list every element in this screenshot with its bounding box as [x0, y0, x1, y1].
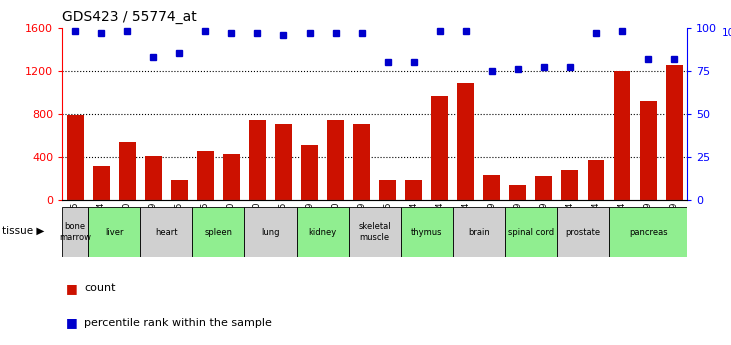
Bar	[197, 150, 214, 200]
Text: kidney: kidney	[308, 227, 337, 237]
Bar	[67, 115, 83, 200]
Bar	[223, 154, 240, 200]
Bar	[118, 142, 136, 200]
Bar	[349, 207, 401, 257]
Bar	[275, 124, 292, 200]
Bar	[353, 124, 370, 200]
Text: spleen: spleen	[205, 227, 232, 237]
Bar	[557, 207, 609, 257]
Text: pancreas: pancreas	[629, 227, 667, 237]
Text: thymus: thymus	[411, 227, 442, 237]
Text: ■: ■	[66, 282, 77, 295]
Bar	[666, 65, 683, 200]
Bar	[93, 166, 110, 200]
Bar	[327, 120, 344, 200]
Text: prostate: prostate	[565, 227, 601, 237]
Text: spinal cord: spinal cord	[508, 227, 554, 237]
Bar	[88, 207, 140, 257]
Bar	[588, 160, 605, 200]
Bar	[140, 207, 192, 257]
Bar	[244, 207, 297, 257]
Bar	[613, 71, 631, 200]
Bar	[431, 96, 448, 200]
Bar	[535, 176, 553, 200]
Text: heart: heart	[155, 227, 178, 237]
Bar	[379, 180, 396, 200]
Bar	[458, 82, 474, 200]
Bar	[401, 207, 452, 257]
Bar	[249, 120, 266, 200]
Text: ■: ■	[66, 316, 77, 329]
Bar	[640, 101, 656, 200]
Text: bone
marrow: bone marrow	[59, 222, 91, 242]
Bar	[452, 207, 505, 257]
Text: GDS423 / 55774_at: GDS423 / 55774_at	[62, 10, 197, 24]
Bar	[171, 180, 188, 200]
Bar	[62, 207, 88, 257]
Bar	[301, 145, 318, 200]
Text: brain: brain	[468, 227, 490, 237]
Text: lung: lung	[261, 227, 280, 237]
Bar	[609, 207, 687, 257]
Bar	[561, 170, 578, 200]
Bar	[483, 175, 500, 200]
Text: 100%: 100%	[721, 28, 731, 38]
Text: count: count	[84, 283, 115, 293]
Text: tissue ▶: tissue ▶	[2, 226, 45, 236]
Bar	[510, 185, 526, 200]
Text: liver: liver	[105, 227, 124, 237]
Bar	[505, 207, 557, 257]
Bar	[145, 156, 162, 200]
Bar	[405, 180, 423, 200]
Bar	[297, 207, 349, 257]
Text: percentile rank within the sample: percentile rank within the sample	[84, 318, 272, 327]
Bar	[192, 207, 244, 257]
Text: skeletal
muscle: skeletal muscle	[358, 222, 391, 242]
